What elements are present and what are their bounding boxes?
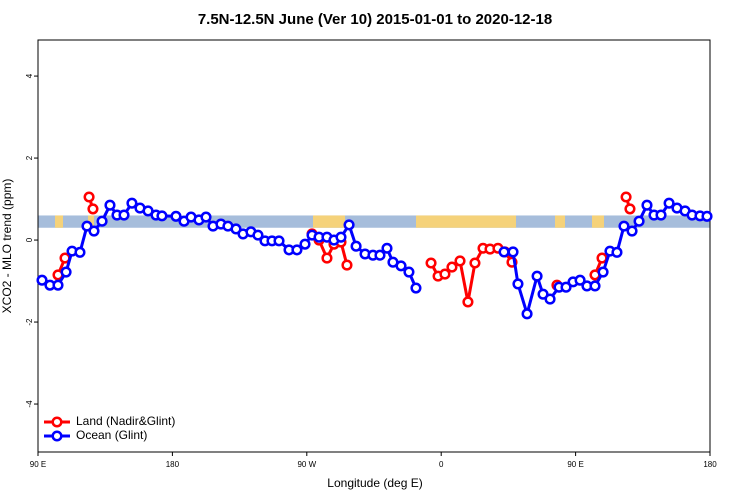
data-point (291, 244, 303, 256)
data-point (439, 268, 451, 280)
y-tick-label: -2 (25, 318, 34, 326)
legend-marker (51, 416, 63, 428)
data-point (252, 229, 264, 241)
series-line (56, 196, 632, 304)
data-point (641, 199, 653, 211)
data-point (321, 252, 333, 264)
land-patch (416, 215, 516, 228)
data-point (446, 261, 458, 273)
x-tick-label: 180 (166, 460, 180, 469)
y-axis-label: XCO2 - MLO trend (ppm) (0, 179, 14, 314)
data-point (81, 220, 93, 232)
land-patch (555, 215, 565, 228)
data-point (88, 225, 100, 237)
data-point (626, 225, 638, 237)
data-point (52, 279, 64, 291)
data-point (624, 203, 636, 215)
data-point (512, 278, 524, 290)
land-patch (55, 215, 63, 228)
data-point (118, 209, 130, 221)
data-point (156, 210, 168, 222)
data-point (200, 211, 212, 223)
data-point (589, 280, 601, 292)
land-patch (313, 215, 345, 228)
data-point (170, 210, 182, 222)
data-point (87, 203, 99, 215)
data-point (341, 259, 353, 271)
legend-label: Land (Nadir&Glint) (76, 414, 175, 428)
data-point (521, 308, 533, 320)
chart-title: 7.5N-12.5N June (Ver 10) 2015-01-01 to 2… (198, 11, 552, 28)
data-point (611, 246, 623, 258)
data-point (395, 260, 407, 272)
data-point (597, 266, 609, 278)
data-point (230, 223, 242, 235)
data-point (60, 266, 72, 278)
data-point (83, 191, 95, 203)
data-point (537, 288, 549, 300)
data-point (381, 242, 393, 254)
y-tick-label: 4 (25, 73, 34, 78)
data-point (74, 246, 86, 258)
data-point (273, 235, 285, 247)
data-point (126, 197, 138, 209)
data-point (374, 249, 386, 261)
x-tick-label: 90 E (567, 460, 583, 469)
data-point (350, 240, 362, 252)
data-point (104, 199, 116, 211)
data-point (96, 215, 108, 227)
data-point (498, 246, 510, 258)
y-tick-label: -4 (25, 400, 34, 408)
legend-label: Ocean (Glint) (76, 428, 147, 442)
land-patch (592, 215, 604, 228)
data-point (410, 282, 422, 294)
data-point (618, 220, 630, 232)
data-point (633, 215, 645, 227)
data-point (36, 274, 48, 286)
data-point (544, 293, 556, 305)
data-point (655, 209, 667, 221)
plot-frame (37, 39, 711, 453)
y-tick-label: 2 (25, 155, 34, 160)
x-tick-label: 90 W (297, 460, 316, 469)
data-point (335, 231, 347, 243)
data-point (560, 281, 572, 293)
x-tick-label: 180 (703, 460, 717, 469)
data-point (663, 197, 675, 209)
land-patch (88, 215, 94, 228)
data-point (596, 252, 608, 264)
data-point (620, 191, 632, 203)
data-point (425, 257, 437, 269)
reference-band (38, 215, 710, 228)
data-point (574, 274, 586, 286)
x-tick-label: 90 E (30, 460, 46, 469)
x-axis-label: Longitude (deg E) (327, 476, 422, 490)
data-point (531, 270, 543, 282)
legend-marker (51, 430, 63, 442)
x-tick-label: 0 (439, 460, 444, 469)
data-point (462, 296, 474, 308)
data-point (299, 238, 311, 250)
y-tick-label: 0 (25, 237, 34, 242)
data-point (507, 246, 519, 258)
data-point (701, 210, 713, 222)
data-point (343, 219, 355, 231)
data-point (469, 257, 481, 269)
data-point (454, 255, 466, 267)
data-point (403, 266, 415, 278)
